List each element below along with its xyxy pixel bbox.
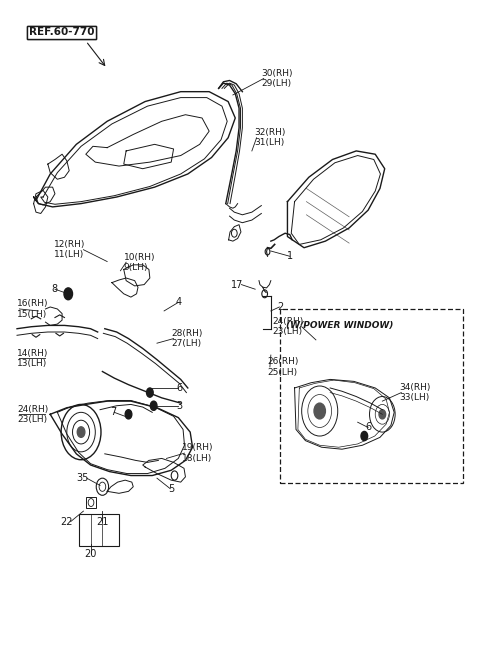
Text: 24(RH)
23(LH): 24(RH) 23(LH) [17,404,48,424]
Text: 10(RH)
9(LH): 10(RH) 9(LH) [124,252,155,272]
Text: 20: 20 [84,549,97,559]
Text: 7: 7 [110,407,117,418]
Text: 14(RH)
13(LH): 14(RH) 13(LH) [17,349,48,368]
Text: 12(RH)
11(LH): 12(RH) 11(LH) [54,240,86,260]
Text: REF.60-770: REF.60-770 [29,27,95,37]
Circle shape [77,427,85,438]
Bar [86,497,96,509]
Text: 35: 35 [77,473,89,483]
Text: 32(RH)
31(LH): 32(RH) 31(LH) [254,128,286,147]
Text: 6: 6 [176,383,182,393]
Text: 17: 17 [231,280,244,290]
Bar [79,515,119,546]
Text: 28(RH)
27(LH): 28(RH) 27(LH) [171,329,203,349]
Text: 5: 5 [168,483,174,494]
Text: 22: 22 [60,517,73,527]
Text: 2: 2 [277,302,283,312]
Circle shape [64,288,72,299]
Circle shape [314,403,325,419]
Text: 19(RH)
18(LH): 19(RH) 18(LH) [182,444,214,463]
Circle shape [361,432,368,441]
Text: 16(RH)
15(LH): 16(RH) 15(LH) [17,299,48,319]
Text: 26(RH)
25(LH): 26(RH) 25(LH) [267,357,299,376]
Circle shape [125,410,132,419]
Text: 24(RH)
23(LH): 24(RH) 23(LH) [273,317,304,337]
Circle shape [379,410,385,419]
Circle shape [150,401,157,410]
Text: 3: 3 [176,401,182,411]
Text: 34(RH)
33(LH): 34(RH) 33(LH) [399,383,430,402]
Text: 4: 4 [176,297,182,307]
Text: 1: 1 [288,251,294,261]
Text: REF.60-770: REF.60-770 [29,27,95,37]
Text: 21: 21 [96,517,108,527]
Text: (W/POWER WINDOW): (W/POWER WINDOW) [286,321,394,330]
Text: 30(RH)
29(LH): 30(RH) 29(LH) [261,69,293,88]
Text: 6: 6 [366,422,372,432]
Circle shape [146,388,153,397]
Text: 8: 8 [51,284,57,294]
